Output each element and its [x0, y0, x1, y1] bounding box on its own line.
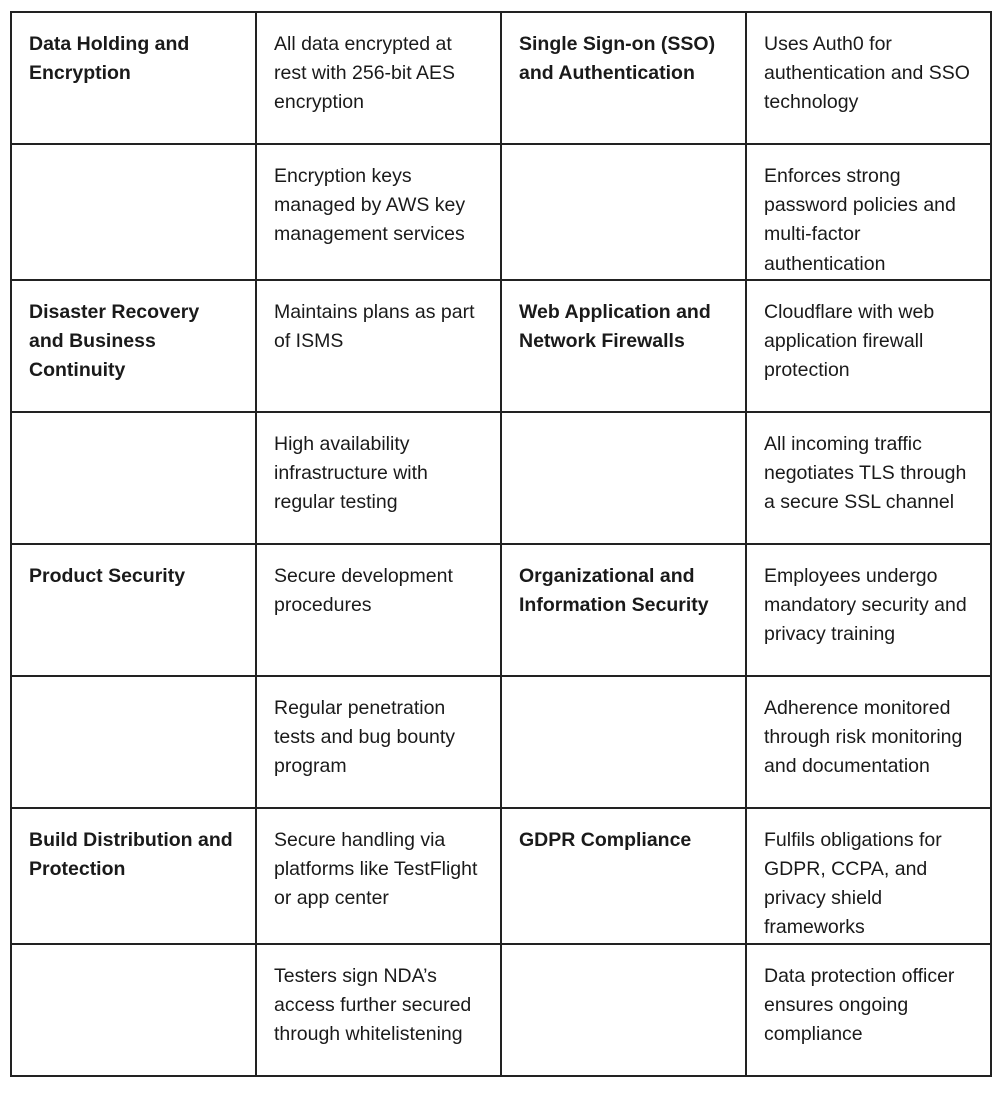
description-cell: Encryption keys managed by AWS key manag… [255, 143, 502, 281]
category-cell [500, 410, 747, 545]
category-cell [10, 410, 257, 545]
category-cell: Single Sign-on (SSO) and Authentication [500, 11, 747, 145]
category-cell: Product Security [10, 542, 257, 677]
description-cell: Data protection officer ensures ongoing … [745, 942, 992, 1077]
table-row: Testers sign NDA’s access further secure… [10, 942, 992, 1077]
category-cell [10, 942, 257, 1077]
description-cell: All data encrypted at rest with 256-bit … [255, 11, 502, 145]
description-cell: Uses Auth0 for authentication and SSO te… [745, 11, 992, 145]
table-row: Product Security Secure development proce… [10, 542, 992, 677]
table-row: Regular penetration tests and bug bounty… [10, 674, 992, 809]
description-cell: Secure development procedures [255, 542, 502, 677]
category-cell: Web Application and Network Firewalls [500, 278, 747, 413]
category-cell: Organizational and Information Security [500, 542, 747, 677]
category-cell: Build Distribution and Protection [10, 806, 257, 945]
description-cell: Regular penetration tests and bug bounty… [255, 674, 502, 809]
description-cell: Employees undergo mandatory security and… [745, 542, 992, 677]
table-row: High availability infrastructure with re… [10, 410, 992, 545]
description-cell: Enforces strong password policies and mu… [745, 143, 992, 281]
table-row: Build Distribution and Protection Secure … [10, 806, 992, 945]
description-cell: Fulfils obligations for GDPR, CCPA, and … [745, 806, 992, 945]
description-cell: All incoming traffic negotiates TLS thro… [745, 410, 992, 545]
category-cell [500, 942, 747, 1077]
table-row: Disaster Recovery and Business Continuit… [10, 278, 992, 413]
category-cell [500, 143, 747, 281]
description-cell: Testers sign NDA’s access further secure… [255, 942, 502, 1077]
description-cell: High availability infrastructure with re… [255, 410, 502, 545]
description-cell: Secure handling via platforms like TestF… [255, 806, 502, 945]
category-cell [500, 674, 747, 809]
table-row: Data Holding and Encryption All data encr… [10, 11, 992, 145]
category-cell: Disaster Recovery and Business Continuit… [10, 278, 257, 413]
description-cell: Cloudflare with web application firewall… [745, 278, 992, 413]
description-cell: Maintains plans as part of ISMS [255, 278, 502, 413]
description-cell: Adherence monitored through risk monitor… [745, 674, 992, 809]
security-features-table: Data Holding and Encryption All data encr… [10, 11, 992, 1077]
table-row: Encryption keys managed by AWS key manag… [10, 143, 992, 281]
category-cell [10, 674, 257, 809]
category-cell [10, 143, 257, 281]
category-cell: Data Holding and Encryption [10, 11, 257, 145]
category-cell: GDPR Compliance [500, 806, 747, 945]
